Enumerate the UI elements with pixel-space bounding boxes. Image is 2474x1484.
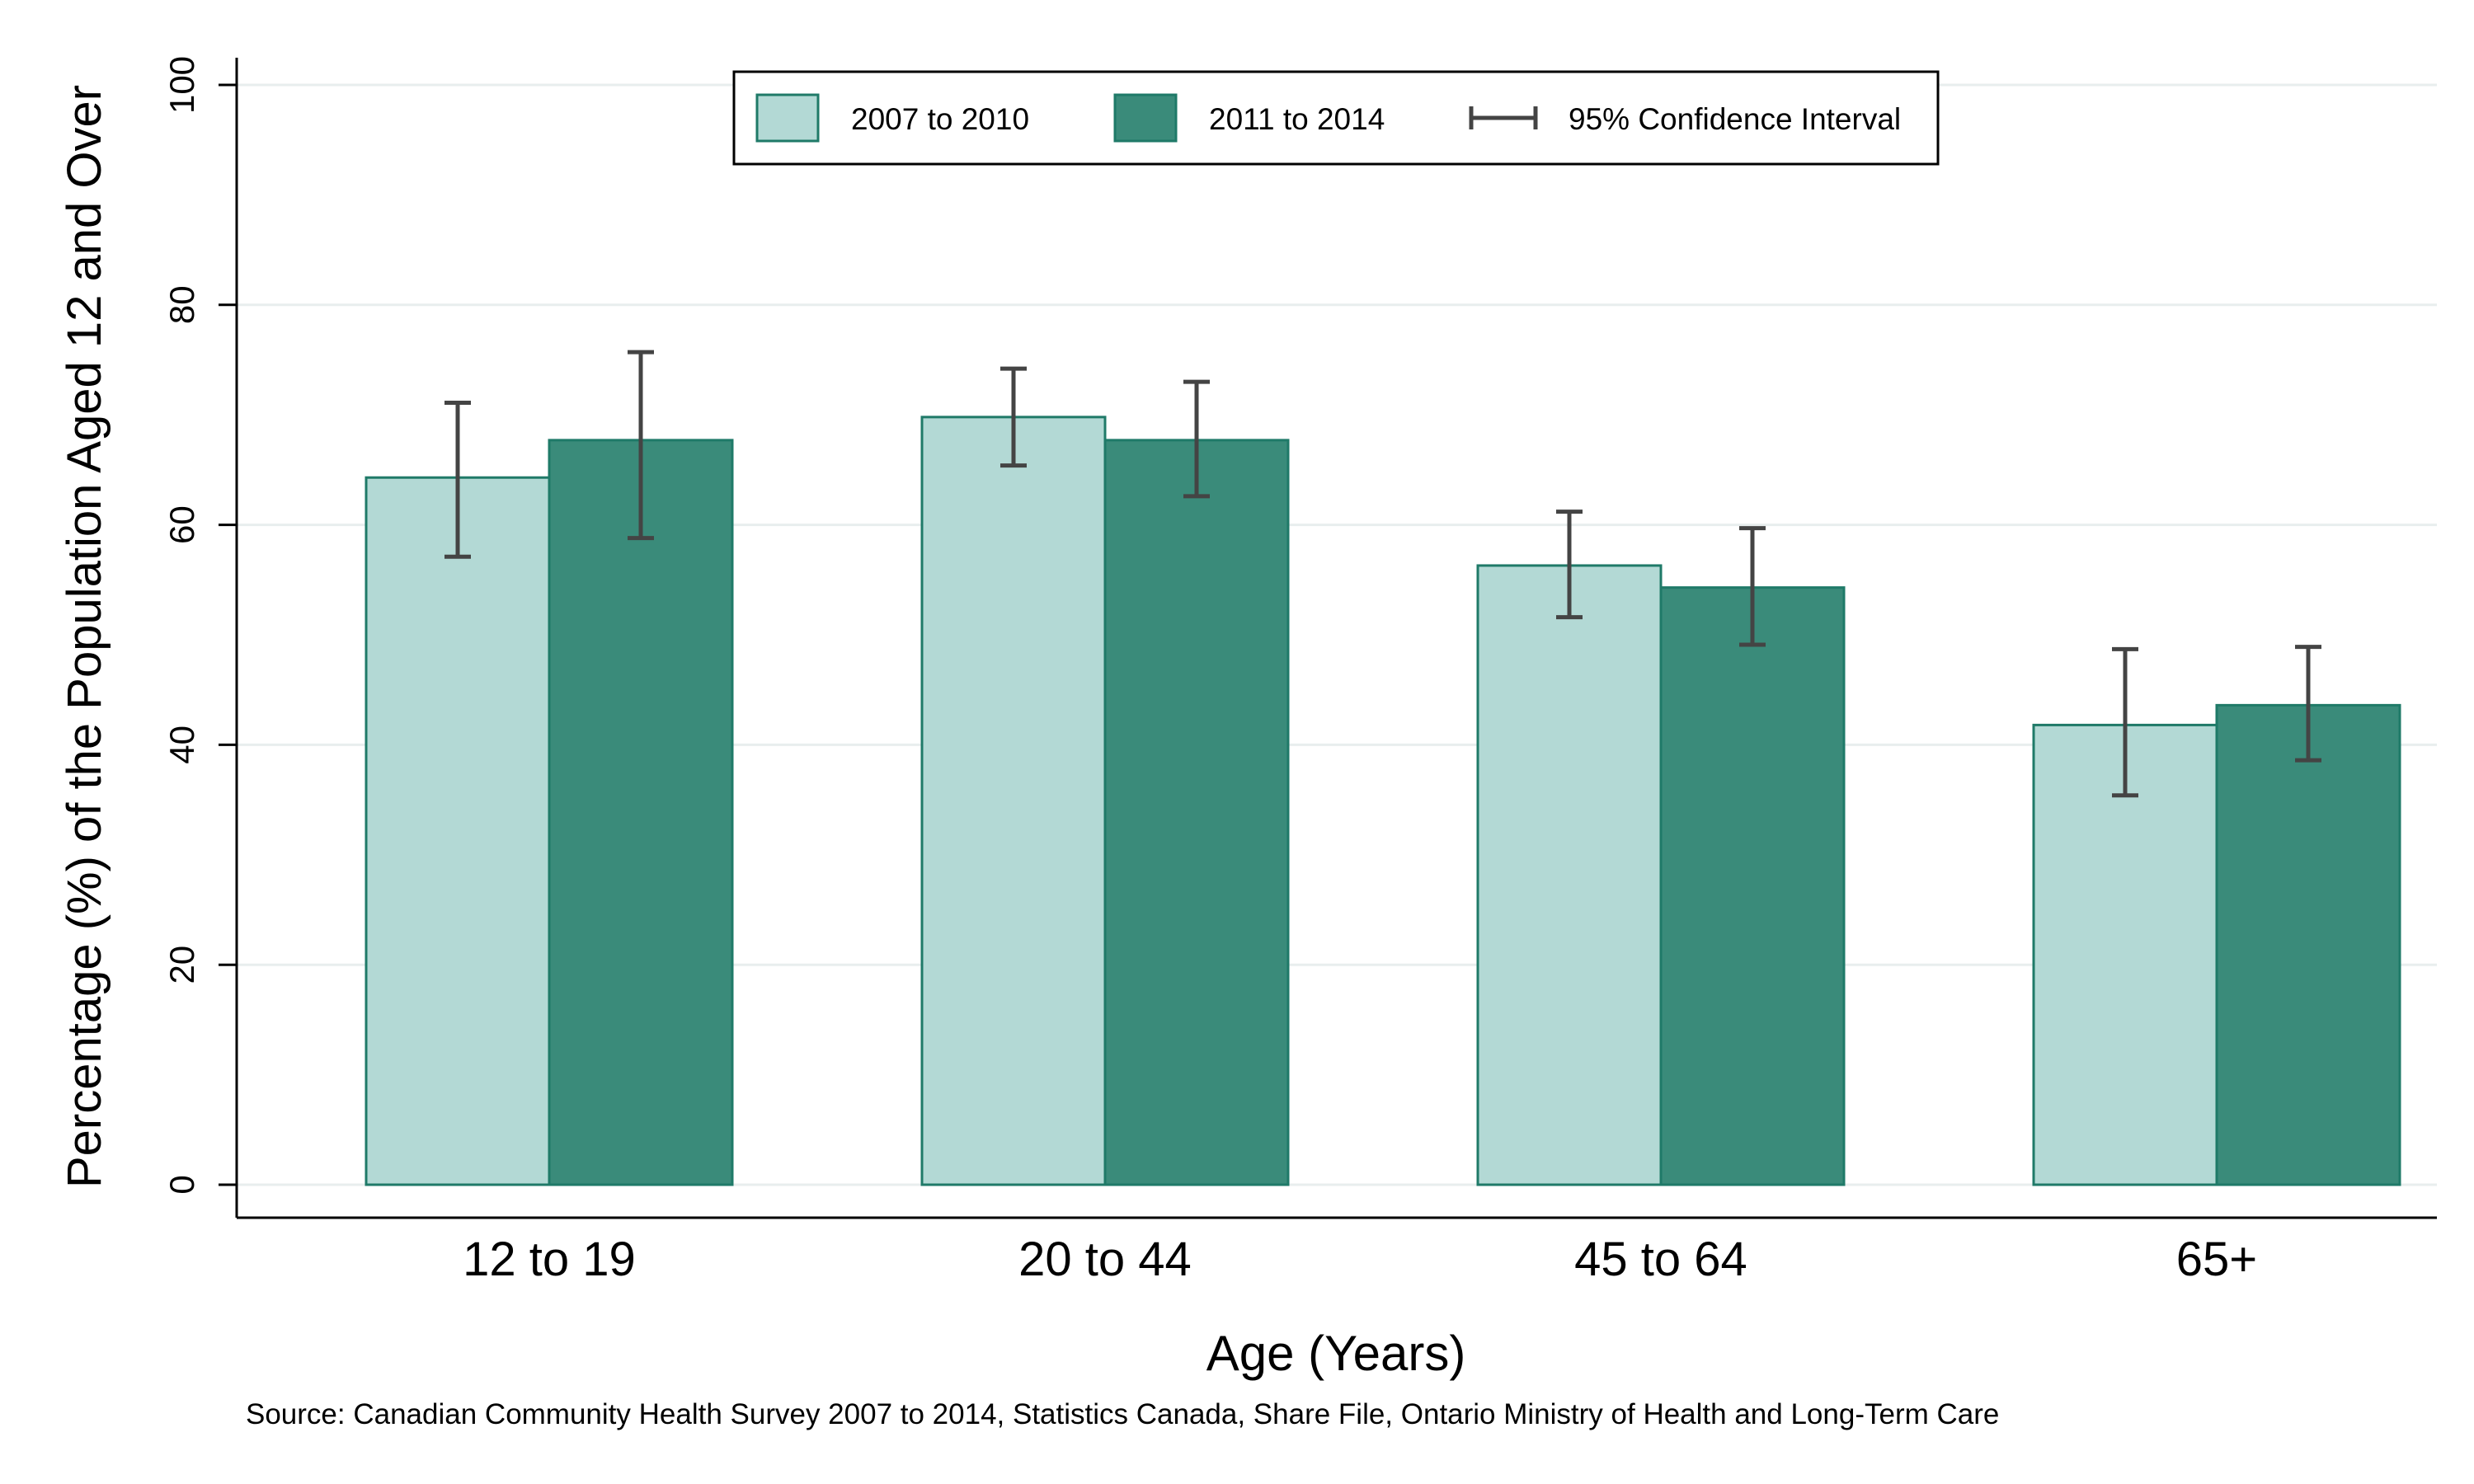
legend-swatch-series-1 <box>755 93 820 143</box>
ci-2-12-to-19 <box>628 350 654 541</box>
x-tick-label-12-to-19: 12 to 19 <box>463 1233 636 1286</box>
x-tick-label-45-to-64: 45 to 64 <box>1574 1233 1747 1286</box>
axis-labels: Percentage (%) of the Population Aged 12… <box>58 85 1999 1430</box>
legend: 2007 to 2010 2011 to 2014 95% Confidence… <box>732 70 1940 166</box>
bars <box>365 416 2401 1186</box>
legend-swatch-series-2 <box>1113 93 1178 143</box>
bar-2-45-to-64 <box>1659 586 1846 1186</box>
legend-label-series-1: 2007 to 2010 <box>851 102 1029 136</box>
y-tick-label-100: 100 <box>162 56 201 114</box>
axes: 0 20 40 60 80 100 12 to 19 20 to 44 45 to 64 65+ <box>162 56 2437 1286</box>
legend-box <box>732 70 1940 166</box>
y-tick-label-40: 40 <box>162 726 201 764</box>
y-axis-title: Percentage (%) of the Population Aged 12… <box>58 85 111 1188</box>
bar-1-65- <box>2032 723 2218 1186</box>
ci-1-65- <box>2112 646 2138 798</box>
y-tick-label-60: 60 <box>162 505 201 544</box>
ci-2-65- <box>2295 645 2321 763</box>
x-axis-title: Age (Years) <box>1206 1326 1466 1381</box>
legend-label-series-2: 2011 to 2014 <box>1209 102 1385 136</box>
bar-1-45-to-64 <box>1476 564 1663 1186</box>
bar-2-12-to-19 <box>548 439 734 1186</box>
ci-2-45-to-64 <box>1739 526 1766 647</box>
bar-2-20-to-44 <box>1103 439 1290 1186</box>
y-tick-label-20: 20 <box>162 946 201 984</box>
ci-1-20-to-44 <box>1000 366 1027 468</box>
source-note: Source: Canadian Community Health Survey… <box>246 1398 1999 1430</box>
y-tick-label-0: 0 <box>162 1175 201 1194</box>
ci-1-45-to-64 <box>1556 510 1583 620</box>
y-tick-label-80: 80 <box>162 285 201 324</box>
bar-1-12-to-19 <box>365 476 551 1186</box>
legend-label-ci: 95% Confidence Interval <box>1569 102 1901 136</box>
bar-2-65- <box>2215 703 2401 1186</box>
legend-ci-icon <box>1469 106 1538 129</box>
x-tick-label-20-to-44: 20 to 44 <box>1018 1233 1192 1286</box>
bar-1-20-to-44 <box>920 416 1107 1186</box>
x-tick-label-65-: 65+ <box>2176 1233 2257 1286</box>
ci-2-20-to-44 <box>1183 379 1210 499</box>
confidence-intervals <box>444 350 2321 798</box>
ci-1-12-to-19 <box>444 401 471 559</box>
